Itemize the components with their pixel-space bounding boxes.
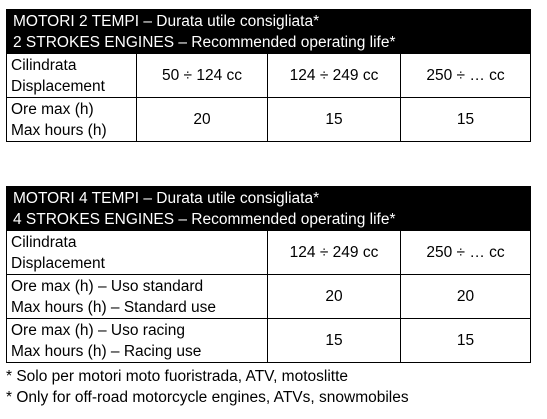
four-stroke-title-it: MOTORI 4 TEMPI – Durata utile consigliat… xyxy=(13,189,320,207)
four-stroke-title-en: 4 STROKES ENGINES – Recommended operatin… xyxy=(13,210,396,228)
hours-value: 15 xyxy=(399,97,532,142)
standard-use-value: 20 xyxy=(399,274,532,319)
footnotes: * Solo per motori moto fuoristrada, ATV,… xyxy=(6,366,536,408)
four-stroke-title-cell: MOTORI 4 TEMPI – Durata utile consigliat… xyxy=(5,186,532,231)
four-stroke-standard-row: Ore max (h) – Uso standard Max hours (h)… xyxy=(6,274,532,319)
standard-use-value: 20 xyxy=(267,274,401,319)
displacement-label-it: Cilindrata xyxy=(11,233,77,251)
standard-use-label-en: Max hours (h) – Standard use xyxy=(11,298,217,316)
racing-use-label-cell: Ore max (h) – Uso racing Max hours (h) –… xyxy=(6,318,268,363)
displacement-value: 50 ÷ 124 cc xyxy=(136,53,268,98)
displacement-label-it: Cilindrata xyxy=(11,56,77,74)
two-stroke-title-en: 2 STROKES ENGINES – Recommended operatin… xyxy=(13,33,396,51)
displacement-label-en: Displacement xyxy=(11,254,105,272)
four-stroke-header: MOTORI 4 TEMPI – Durata utile consigliat… xyxy=(5,186,532,231)
two-stroke-table: MOTORI 2 TEMPI – Durata utile consigliat… xyxy=(5,9,532,142)
displacement-value: 124 ÷ 249 cc xyxy=(267,53,401,98)
hours-label-it: Ore max (h) xyxy=(11,100,94,118)
two-stroke-title-cell: MOTORI 2 TEMPI – Durata utile consigliat… xyxy=(5,9,532,54)
two-stroke-header: MOTORI 2 TEMPI – Durata utile consigliat… xyxy=(5,9,532,54)
displacement-value: 250 ÷ … cc xyxy=(399,230,532,275)
displacement-label-cell: Cilindrata Displacement xyxy=(6,53,137,98)
displacement-label-en: Displacement xyxy=(11,77,105,95)
four-stroke-table: MOTORI 4 TEMPI – Durata utile consigliat… xyxy=(5,186,532,363)
standard-use-label-cell: Ore max (h) – Uso standard Max hours (h)… xyxy=(6,274,268,319)
racing-use-value: 15 xyxy=(399,318,532,363)
two-stroke-displacement-row: Cilindrata Displacement 50 ÷ 124 cc 124 … xyxy=(6,53,532,98)
footnote-en: * Only for off-road motorcycle engines, … xyxy=(6,389,409,406)
standard-use-label-it: Ore max (h) – Uso standard xyxy=(11,277,204,295)
hours-label-cell: Ore max (h) Max hours (h) xyxy=(6,97,137,142)
displacement-label-cell: Cilindrata Displacement xyxy=(6,230,268,275)
four-stroke-displacement-row: Cilindrata Displacement 124 ÷ 249 cc 250… xyxy=(6,230,532,275)
racing-use-label-en: Max hours (h) – Racing use xyxy=(11,342,202,360)
racing-use-label-it: Ore max (h) – Uso racing xyxy=(11,321,185,339)
two-stroke-hours-row: Ore max (h) Max hours (h) 20 15 15 xyxy=(6,97,532,142)
two-stroke-title-it: MOTORI 2 TEMPI – Durata utile consigliat… xyxy=(13,12,320,30)
footnote-it: * Solo per motori moto fuoristrada, ATV,… xyxy=(6,368,349,385)
hours-value: 15 xyxy=(267,97,401,142)
racing-use-value: 15 xyxy=(267,318,401,363)
hours-label-en: Max hours (h) xyxy=(11,121,107,139)
four-stroke-racing-row: Ore max (h) – Uso racing Max hours (h) –… xyxy=(6,318,532,363)
hours-value: 20 xyxy=(136,97,268,142)
displacement-value: 250 ÷ … cc xyxy=(399,53,532,98)
displacement-value: 124 ÷ 249 cc xyxy=(267,230,401,275)
